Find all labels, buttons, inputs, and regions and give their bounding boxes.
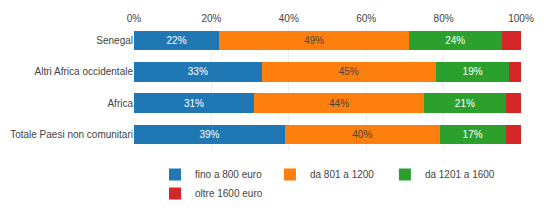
svg-text:49%: 49% bbox=[304, 35, 324, 46]
svg-text:40%: 40% bbox=[352, 129, 372, 140]
svg-text:Senegal: Senegal bbox=[96, 35, 133, 46]
svg-text:Africa: Africa bbox=[107, 98, 133, 109]
svg-text:19%: 19% bbox=[463, 66, 483, 77]
svg-text:Altri Africa occidentale: Altri Africa occidentale bbox=[35, 66, 134, 77]
svg-text:39%: 39% bbox=[199, 129, 219, 140]
svg-text:40%: 40% bbox=[279, 13, 299, 24]
svg-text:31%: 31% bbox=[184, 98, 204, 109]
svg-text:da 1201 a 1600: da 1201 a 1600 bbox=[425, 169, 495, 180]
svg-text:Totale Paesi non comunitari: Totale Paesi non comunitari bbox=[10, 129, 133, 140]
svg-text:0%: 0% bbox=[127, 13, 142, 24]
svg-text:20%: 20% bbox=[201, 13, 221, 24]
svg-text:oltre 1600 euro: oltre 1600 euro bbox=[195, 188, 263, 199]
svg-text:100%: 100% bbox=[508, 13, 534, 24]
svg-text:24%: 24% bbox=[445, 35, 465, 46]
svg-text:21%: 21% bbox=[455, 98, 475, 109]
svg-text:da 801 a 1200: da 801 a 1200 bbox=[310, 169, 374, 180]
svg-text:33%: 33% bbox=[188, 66, 208, 77]
svg-text:80%: 80% bbox=[434, 13, 454, 24]
svg-text:45%: 45% bbox=[339, 66, 359, 77]
svg-text:fino a 800 euro: fino a 800 euro bbox=[195, 169, 262, 180]
svg-text:22%: 22% bbox=[167, 35, 187, 46]
svg-text:60%: 60% bbox=[356, 13, 376, 24]
svg-text:17%: 17% bbox=[463, 129, 483, 140]
svg-text:44%: 44% bbox=[329, 98, 349, 109]
